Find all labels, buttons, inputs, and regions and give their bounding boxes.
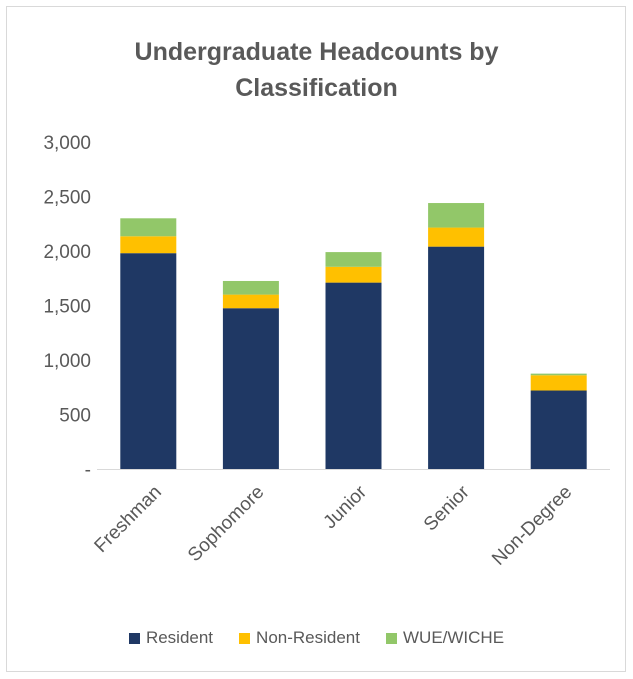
legend-item: Non-Resident bbox=[239, 628, 360, 648]
y-tick-label: 1,500 bbox=[43, 297, 91, 318]
bar-non-resident-senior bbox=[428, 227, 485, 247]
bar-wue-wiche-senior bbox=[428, 203, 485, 228]
chart-frame bbox=[6, 6, 626, 672]
legend-label: Resident bbox=[145, 628, 214, 647]
chart-title: Undergraduate Headcounts by Classificatio… bbox=[134, 38, 499, 102]
bar-resident-junior bbox=[325, 282, 382, 469]
y-tick-label: 1,000 bbox=[43, 351, 91, 372]
chart-legend: Resident Non-Resident WUE/WICHE bbox=[0, 628, 633, 648]
bar-non-resident-junior bbox=[325, 266, 382, 283]
legend-label: Non-Resident bbox=[256, 628, 360, 647]
bar-non-resident-non-degree bbox=[530, 375, 587, 391]
x-category-label: Freshman bbox=[91, 482, 166, 557]
x-category-label: Junior bbox=[320, 481, 372, 533]
bar-non-resident-freshman bbox=[120, 236, 177, 254]
legend-swatch bbox=[128, 632, 140, 644]
x-category-label: Senior bbox=[420, 481, 474, 535]
bar-wue-wiche-sophomore bbox=[222, 280, 279, 295]
bar-resident-senior bbox=[428, 246, 485, 469]
legend-item: Resident bbox=[128, 628, 214, 648]
bar-wue-wiche-junior bbox=[325, 252, 382, 267]
bar-resident-non-degree bbox=[530, 390, 587, 469]
legend-label: WUE/WICHE bbox=[403, 628, 505, 647]
bar-resident-sophomore bbox=[222, 308, 279, 469]
y-tick-label: 500 bbox=[59, 406, 91, 427]
y-tick-label: - bbox=[85, 460, 91, 481]
legend-item: WUE/WICHE bbox=[386, 628, 504, 648]
bar-non-resident-sophomore bbox=[222, 294, 279, 309]
y-tick-label: 2,500 bbox=[43, 188, 91, 209]
bar-wue-wiche-non-degree bbox=[530, 373, 587, 376]
x-category-label: Sophomore bbox=[184, 482, 268, 566]
bar-wue-wiche-freshman bbox=[120, 218, 177, 237]
bar-resident-freshman bbox=[120, 253, 177, 469]
y-tick-label: 2,000 bbox=[43, 242, 91, 263]
x-category-label: Non-Degree bbox=[488, 482, 576, 570]
legend-swatch bbox=[386, 632, 397, 644]
legend-swatch bbox=[239, 632, 251, 644]
y-tick-label: 3,000 bbox=[43, 133, 91, 154]
